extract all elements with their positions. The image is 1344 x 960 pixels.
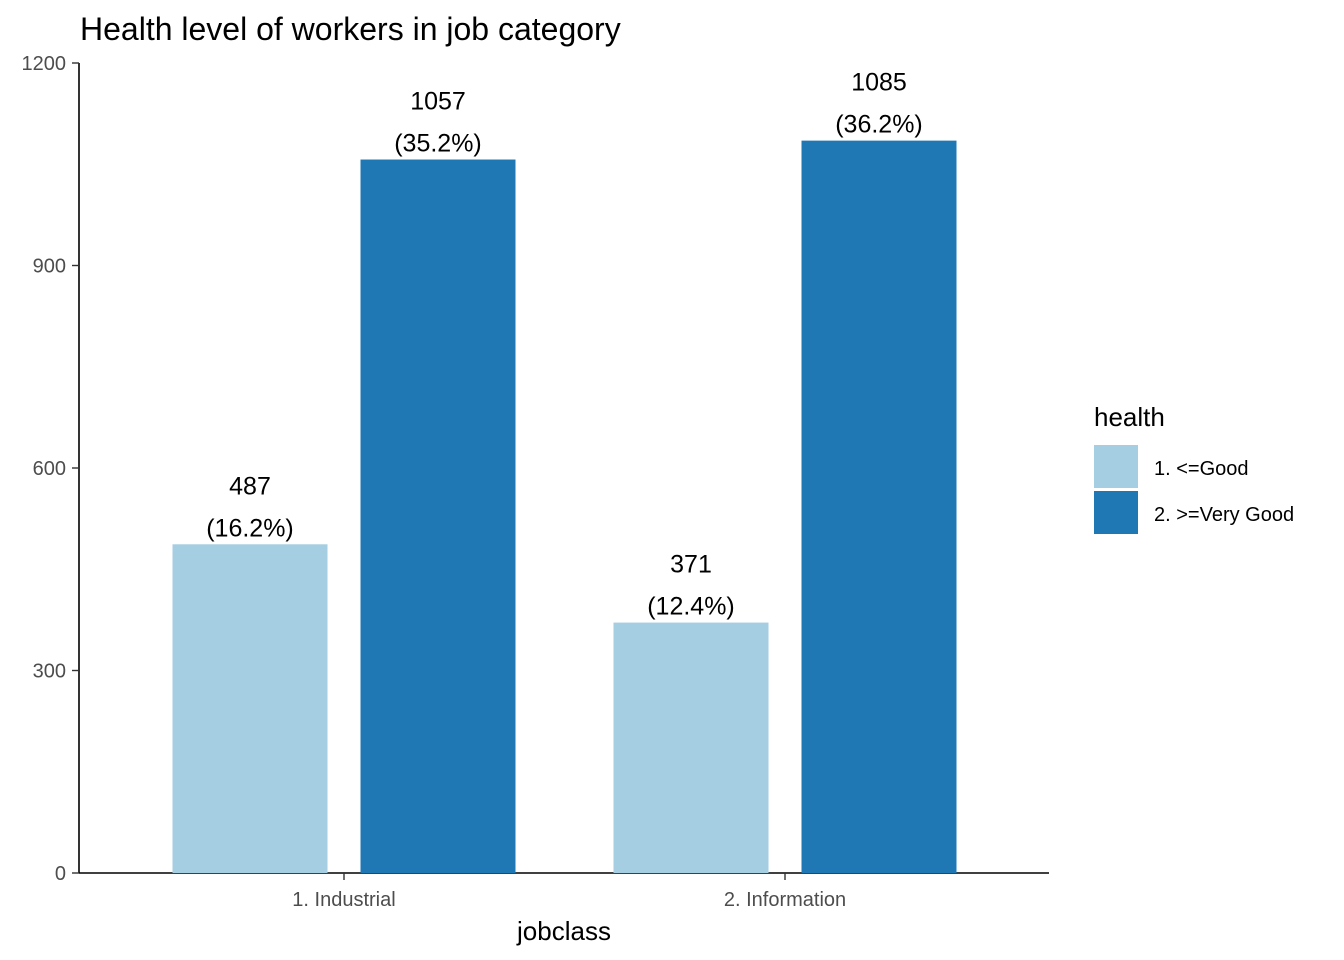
legend: health 1. <=Good 2. >=Very Good	[1094, 402, 1294, 534]
bar	[801, 140, 957, 873]
y-tick-label: 1200	[22, 53, 67, 75]
bar	[613, 622, 769, 873]
bar-value-label: 1057	[410, 88, 466, 116]
y-tick-label: 600	[33, 458, 66, 480]
bar	[172, 544, 328, 873]
bar-value-label: 371	[670, 551, 712, 579]
plot-area: 0 300 600 900 1200 1. Industrial 487 (16.2%) 105…	[22, 53, 1049, 911]
bar-percent-label: (36.2%)	[835, 111, 923, 139]
bar-percent-label: (16.2%)	[206, 514, 294, 542]
legend-key	[1094, 445, 1138, 488]
chart-title: Health level of workers in job category	[80, 11, 621, 47]
legend-title: health	[1094, 402, 1165, 432]
bar-value-label: 487	[229, 472, 271, 500]
legend-key	[1094, 491, 1138, 534]
x-axis-title: jobclass	[516, 916, 611, 946]
bar-percent-label: (35.2%)	[394, 130, 482, 158]
bar	[360, 159, 516, 873]
bar-percent-label: (12.4%)	[647, 593, 735, 621]
x-tick-label: 1. Industrial	[292, 889, 395, 911]
legend-item-label: 2. >=Very Good	[1154, 504, 1294, 526]
y-tick-label: 900	[33, 256, 66, 278]
y-tick-label: 0	[55, 863, 66, 885]
x-tick-label: 2. Information	[724, 889, 846, 911]
y-tick-label: 300	[33, 661, 66, 683]
legend-item-label: 1. <=Good	[1154, 458, 1249, 480]
bar-value-label: 1085	[851, 69, 907, 97]
